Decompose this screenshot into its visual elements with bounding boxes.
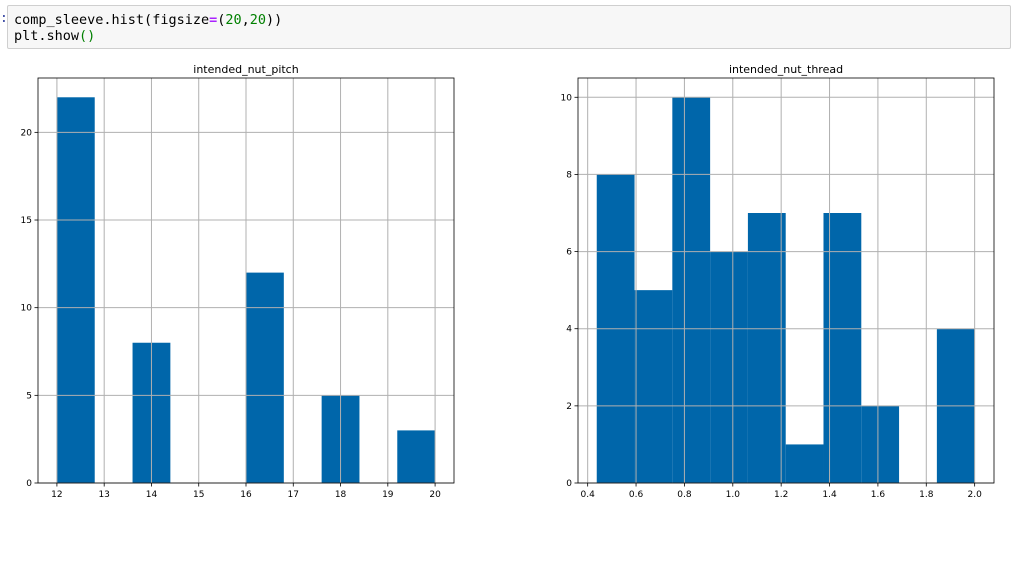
histogram-bar — [397, 430, 436, 483]
x-tick-label: 18 — [335, 490, 347, 500]
cell-prompt: : — [0, 11, 8, 26]
histogram-bar — [246, 272, 284, 483]
x-tick-label: 1.4 — [822, 490, 837, 500]
chart-title: intended_nut_thread — [729, 63, 843, 76]
x-tick-label: 12 — [51, 490, 62, 500]
code-method: .hist — [103, 12, 145, 28]
histogram-bar — [747, 213, 786, 483]
histogram-bar — [861, 405, 900, 483]
x-tick-label: 17 — [288, 490, 299, 500]
code-operator: = — [209, 12, 218, 28]
code-arg: figsize — [152, 12, 210, 28]
y-tick-label: 4 — [566, 325, 572, 335]
code-paren: ( — [217, 12, 226, 28]
histogram-bar — [785, 444, 824, 483]
x-tick-label: 14 — [146, 490, 158, 500]
histogram-bar — [710, 251, 748, 483]
chart-title: intended_nut_pitch — [193, 63, 298, 76]
histogram-panel-2: 0.4 0.6 0.8 1.0 1.2 1.4 1.6 1.8 2.0 0 2 4 6 8 10 intend… — [561, 63, 995, 500]
y-tick-label: 5 — [26, 391, 32, 401]
x-tick-label: 15 — [193, 490, 204, 500]
code-line-2: plt.show() — [14, 28, 95, 44]
x-tick-label: 0.4 — [581, 490, 596, 500]
y-tick-label: 20 — [21, 128, 33, 138]
y-tick-label: 10 — [561, 93, 573, 103]
axes-frame — [577, 77, 995, 484]
x-tick-label: 1.8 — [919, 490, 934, 500]
y-tick-label: 10 — [21, 304, 33, 314]
histogram-bar — [672, 97, 711, 484]
y-tick-label: 15 — [21, 216, 32, 226]
y-tick-label: 0 — [26, 479, 32, 489]
code-cell[interactable]: comp_sleeve.hist(figsize=(20,20)) plt.sh… — [7, 5, 1011, 49]
x-tick-label: 16 — [240, 490, 252, 500]
code-line-1: comp_sleeve.hist(figsize=(20,20)) — [14, 12, 282, 28]
code-number: 20 — [225, 12, 242, 28]
x-tick-label: 19 — [382, 490, 394, 500]
code-comma: , — [241, 12, 250, 28]
histogram-figure: 12 13 14 15 16 17 18 19 2005101520intended_nut_p… — [21, 63, 995, 500]
x-tick-label: 1.2 — [774, 490, 788, 500]
code-paren: )) — [266, 12, 283, 28]
y-tick-label: 8 — [566, 170, 572, 180]
histogram-bar — [56, 97, 95, 484]
x-tick-label: 20 — [429, 490, 441, 500]
code-object: comp_sleeve — [14, 12, 104, 28]
y-tick-label: 6 — [566, 248, 572, 258]
code-paren: ( — [144, 12, 153, 28]
histogram-bar — [634, 290, 673, 483]
x-tick-label: 0.6 — [629, 490, 644, 500]
x-tick-label: 2.0 — [967, 490, 982, 500]
code-paren: () — [79, 28, 96, 44]
y-tick-label: 2 — [566, 402, 572, 412]
y-tick-label: 0 — [566, 479, 572, 489]
x-tick-label: 13 — [98, 490, 109, 500]
x-tick-label: 1.6 — [871, 490, 886, 500]
histogram-panel-1: 12 13 14 15 16 17 18 19 20 0 5 10 15 20 intended_nut_p… — [21, 63, 455, 500]
code-number: 20 — [249, 12, 267, 28]
x-tick-label: 0.8 — [677, 490, 692, 500]
code-call: plt.show — [14, 28, 80, 44]
x-tick-label: 1.0 — [726, 490, 741, 500]
